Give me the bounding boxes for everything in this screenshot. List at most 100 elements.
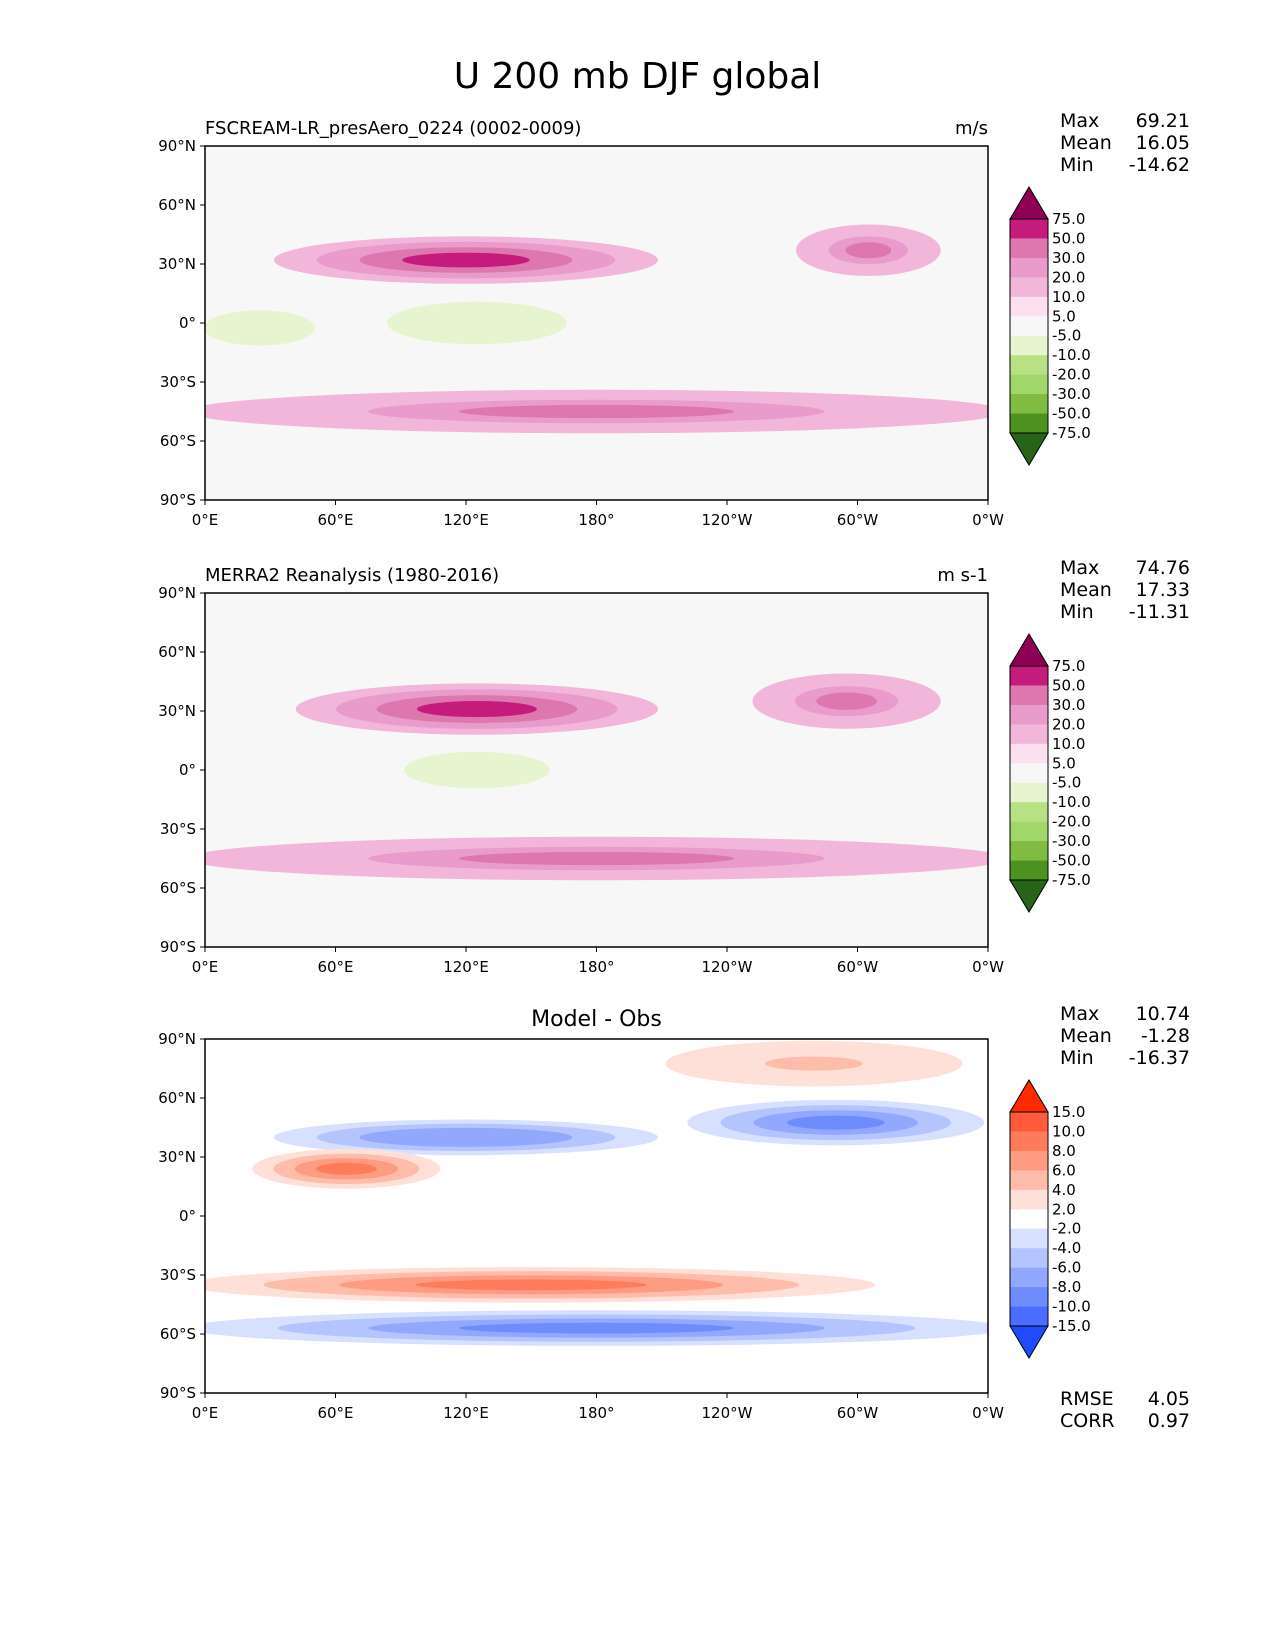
x-tick-label: 0°E (192, 1404, 219, 1422)
x-tick-label: 60°E (317, 1404, 353, 1422)
colorbar-band (1010, 1189, 1048, 1210)
colorbar-band (1010, 763, 1048, 784)
colorbar-label: 20.0 (1052, 715, 1085, 733)
colorbar-band (1010, 277, 1048, 298)
stat-row: Max 74.76 (1060, 557, 1190, 579)
colorbar-band (1010, 316, 1048, 337)
stat-value: 17.33 (1135, 579, 1190, 601)
y-tick-label: 90°S (160, 1384, 196, 1402)
field-feature (845, 242, 892, 259)
stat-value: 16.05 (1135, 132, 1190, 154)
panel-title: Model - Obs (531, 1007, 662, 1032)
metric-label: CORR (1060, 1410, 1115, 1432)
colorbar-band (1010, 394, 1048, 415)
x-tick-label: 120°E (443, 1404, 489, 1422)
colorbar-label: -10.0 (1052, 1298, 1091, 1316)
metric-row: CORR 0.97 (1060, 1410, 1190, 1432)
stat-value: 10.74 (1135, 1003, 1190, 1025)
colorbar-band (1010, 685, 1048, 706)
y-tick-label: 30°S (160, 373, 196, 391)
colorbar-band (1010, 1228, 1048, 1249)
metric-value: 4.05 (1147, 1388, 1190, 1410)
colorbar-label: 30.0 (1052, 696, 1085, 714)
colorbar-label: 10.0 (1052, 288, 1085, 306)
colorbar-band (1010, 238, 1048, 259)
stat-label: Mean (1060, 1025, 1112, 1047)
field-feature (415, 1279, 647, 1291)
colorbar-label: -50.0 (1052, 852, 1091, 870)
stat-row: Max 10.74 (1060, 1003, 1190, 1025)
colorbar-band (1010, 413, 1048, 434)
colorbar-label: -5.0 (1052, 774, 1081, 792)
colorbar-extend-max (1009, 186, 1049, 220)
stat-label: Min (1060, 601, 1094, 623)
colorbar-band (1010, 704, 1048, 725)
stat-value: 69.21 (1135, 110, 1190, 132)
map-background (205, 593, 988, 947)
y-tick-label: 0° (179, 314, 196, 332)
colorbar-label: -20.0 (1052, 366, 1091, 384)
colorbar-label: -4.0 (1052, 1239, 1081, 1257)
colorbar-label: 8.0 (1052, 1142, 1076, 1160)
field-feature (439, 314, 515, 332)
x-tick-label: 180° (578, 511, 614, 529)
colorbar-label: 5.0 (1052, 307, 1076, 325)
x-tick-label: 60°W (837, 511, 879, 529)
colorbar-band (1010, 219, 1048, 239)
map-chart-2: 0°E 60°E 120°E 180° 120°W 60°W 0°W 90°N 60°N 30°N… (158, 1030, 1091, 1422)
stat-row: Max 69.21 (1060, 110, 1190, 132)
metrics-block: RMSE 4.05 CORR 0.97 (1060, 1388, 1190, 1432)
colorbar-band (1010, 841, 1048, 862)
stat-label: Min (1060, 154, 1094, 176)
colorbar-label: 4.0 (1052, 1181, 1076, 1199)
colorbar-label: 6.0 (1052, 1161, 1076, 1179)
panel-units: m/s (955, 118, 988, 139)
colorbar-label: 75.0 (1052, 657, 1085, 675)
colorbar-band (1010, 1306, 1048, 1327)
stat-row: Mean 16.05 (1060, 132, 1190, 154)
stat-row: Min -14.62 (1060, 154, 1190, 176)
colorbar: 75.050.0 30.020.0 10.05.0 -5.0-10.0 -20.0-30… (1009, 633, 1091, 913)
y-tick-label: 90°N (158, 137, 196, 155)
colorbar-extend-min (1009, 879, 1049, 913)
stat-label: Max (1060, 1003, 1100, 1025)
colorbar-band (1010, 1170, 1048, 1191)
colorbar-band (1010, 821, 1048, 842)
y-tick-label: 0° (179, 761, 196, 779)
x-tick-label: 0°W (972, 1404, 1004, 1422)
colorbar-label: 5.0 (1052, 754, 1076, 772)
colorbar-band (1010, 1267, 1048, 1288)
colorbar-band (1010, 666, 1048, 686)
x-tick-label: 180° (578, 958, 614, 976)
y-tick-label: 60°S (160, 879, 196, 897)
colorbar-extend-min (1009, 1325, 1049, 1359)
colorbar-label: -20.0 (1052, 813, 1091, 831)
y-tick-label: 30°N (158, 255, 196, 273)
x-tick-label: 120°W (702, 511, 753, 529)
colorbar-label: 30.0 (1052, 249, 1085, 267)
stat-row: Min -11.31 (1060, 601, 1190, 623)
colorbar-label: -10.0 (1052, 346, 1091, 364)
x-tick-label: 60°W (837, 1404, 879, 1422)
colorbar-band (1010, 782, 1048, 803)
colorbar-band (1010, 257, 1048, 278)
colorbar-band (1010, 1209, 1048, 1230)
y-tick-label: 60°N (158, 643, 196, 661)
field-feature (446, 762, 508, 778)
stat-label: Mean (1060, 579, 1112, 601)
colorbar: 75.050.0 30.020.0 10.05.0 -5.0-10.0 -20.0-30… (1009, 186, 1091, 466)
colorbar: 15.010.0 8.06.0 4.02.0 -2.0-4.0 -6.0-8.0 -10.… (1009, 1079, 1091, 1359)
colorbar-label: -30.0 (1052, 385, 1091, 403)
y-tick-label: 0° (179, 1207, 196, 1225)
colorbar-extend-min (1009, 432, 1049, 466)
stat-label: Max (1060, 110, 1100, 132)
stat-value: -1.28 (1140, 1025, 1190, 1047)
colorbar-label: -15.0 (1052, 1317, 1091, 1335)
x-tick-label: 0°E (192, 958, 219, 976)
x-tick-label: 0°E (192, 511, 219, 529)
y-tick-label: 30°N (158, 1148, 196, 1166)
field-feature (402, 1131, 530, 1143)
colorbar-label: -10.0 (1052, 793, 1091, 811)
stat-value: -14.62 (1128, 154, 1190, 176)
y-tick-label: 90°N (158, 1030, 196, 1048)
